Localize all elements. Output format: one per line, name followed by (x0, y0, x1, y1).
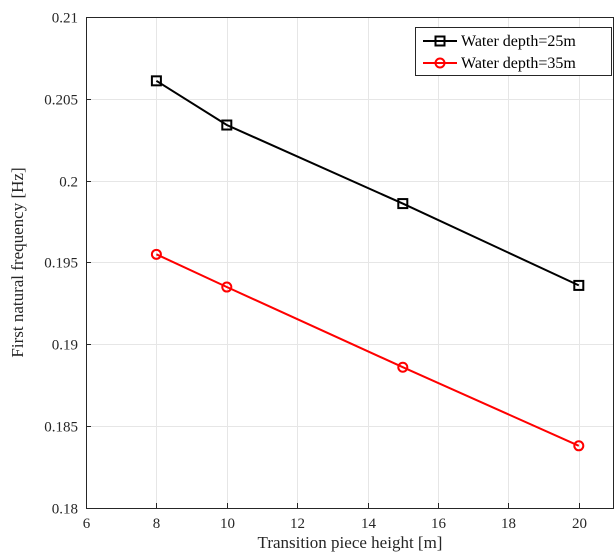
legend-marker-circle-icon (434, 57, 446, 69)
x-tick-label: 12 (290, 516, 305, 532)
legend-label-0: Water depth=25m (461, 33, 576, 50)
x-axis-label: Transition piece height [m] (258, 533, 443, 552)
x-tick-label: 10 (220, 516, 235, 532)
series-line-0 (155, 79, 580, 287)
x-tick-label: 6 (83, 516, 91, 532)
y-tick-label: 0.195 (44, 256, 78, 272)
x-tick-label: 20 (572, 516, 587, 532)
y-axis-label: First natural frequency [Hz] (8, 167, 27, 357)
y-tick-label: 0.21 (52, 11, 78, 27)
x-tick-label: 14 (361, 516, 377, 532)
y-tick-label: 0.19 (52, 338, 78, 354)
y-tick-label: 0.2 (59, 175, 78, 191)
series-0 (150, 75, 585, 291)
data-point-square (573, 279, 585, 291)
data-point-circle (150, 248, 162, 260)
x-tick-label: 8 (153, 516, 161, 532)
data-point-circle (573, 440, 585, 452)
x-tick-label: 16 (431, 516, 447, 532)
series-line-1 (155, 253, 580, 447)
x-tick-label: 18 (501, 516, 516, 532)
legend-marker-square-icon (434, 35, 446, 47)
legend-label-1: Water depth=35m (461, 55, 576, 72)
axis-ticks: 6 8 10 12 14 16 18 20 0.18 0.185 0.19 0.195 0.2 0.205… (44, 11, 587, 533)
y-tick-label: 0.185 (44, 420, 78, 436)
data-point-circle (397, 361, 409, 373)
legend-box (415, 27, 612, 76)
grid (86, 17, 614, 508)
data-point-square (397, 198, 409, 210)
y-tick-label: 0.205 (44, 93, 78, 109)
series (150, 75, 585, 452)
series-1 (150, 248, 585, 452)
data-point-square (221, 119, 233, 131)
data-point-circle (221, 281, 233, 293)
data-point-square (150, 75, 162, 87)
y-tick-label: 0.18 (52, 502, 78, 518)
legend: Water depth=25m Water depth=35m (415, 27, 612, 76)
